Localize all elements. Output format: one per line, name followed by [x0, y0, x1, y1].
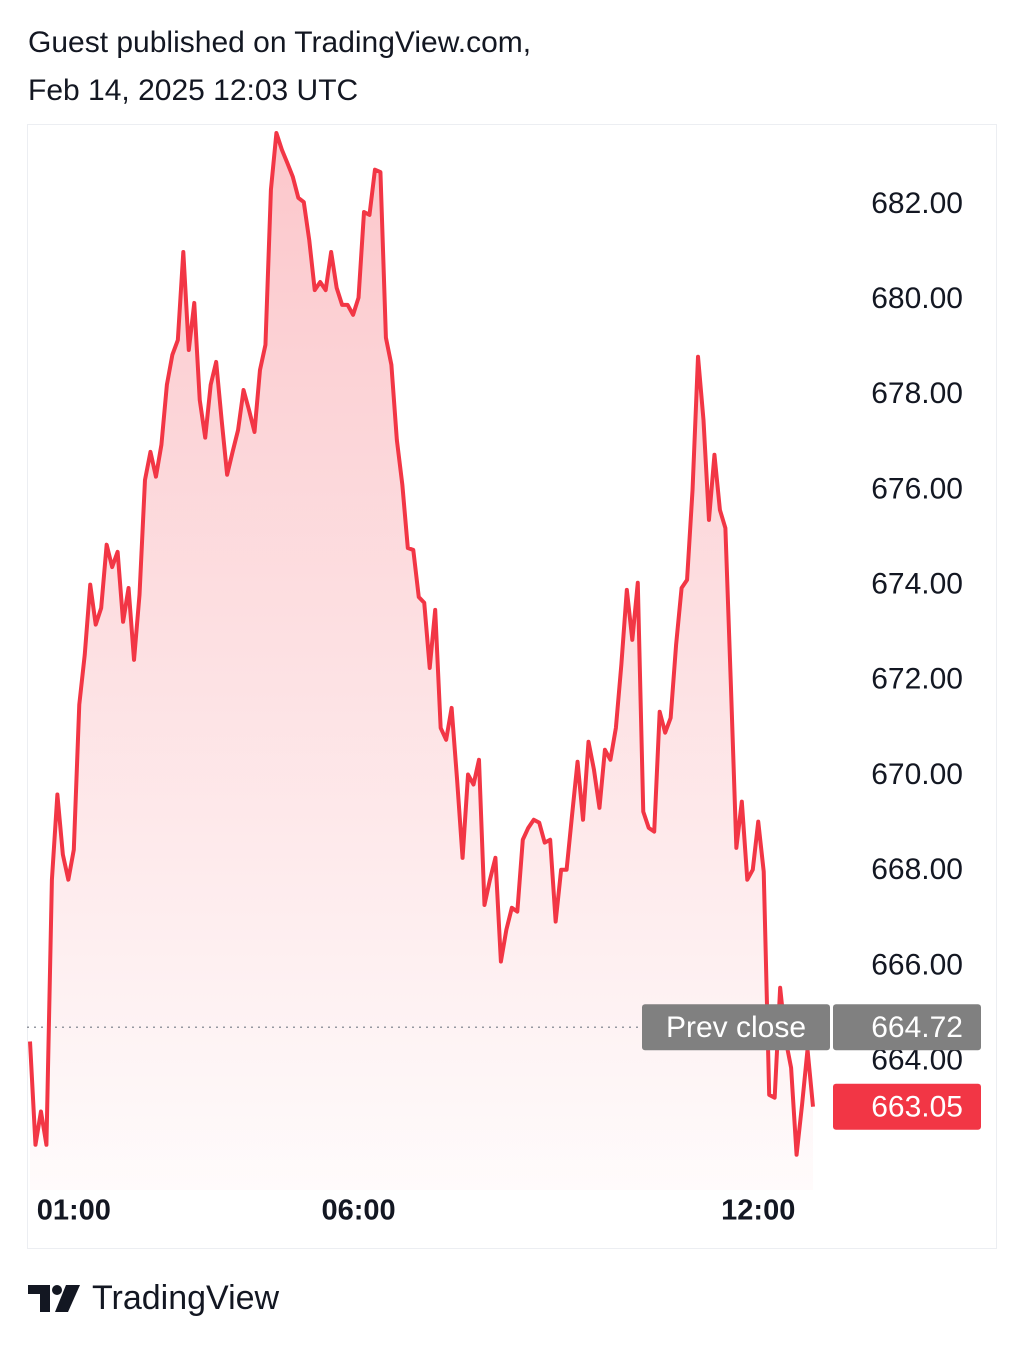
prev-close-label: Prev close — [666, 1011, 806, 1044]
y-tick-label: 678.00 — [871, 377, 963, 410]
last-price-box — [833, 1083, 981, 1130]
prev-close-value: 664.72 — [871, 1011, 963, 1044]
last-price-label: 663.05 — [871, 1091, 963, 1124]
y-tick-label: 668.00 — [871, 853, 963, 886]
prev-close-value-box — [833, 1004, 981, 1051]
y-tick-label: 682.00 — [871, 187, 963, 220]
y-tick-label: 666.00 — [871, 948, 963, 981]
header-line: Feb 14, 2025 12:03 UTC — [28, 74, 358, 107]
chart-frame — [27, 124, 997, 1249]
area-fill — [30, 133, 813, 1190]
x-tick-label: 01:00 — [37, 1195, 111, 1227]
y-tick-label: 674.00 — [871, 568, 963, 601]
prev-close-box — [642, 1004, 830, 1051]
price-line — [28, 131, 815, 1157]
logo — [28, 1285, 80, 1312]
x-tick-label: 12:00 — [721, 1195, 795, 1227]
y-tick-label: 672.00 — [871, 663, 963, 696]
brand: TradingView — [92, 1279, 280, 1317]
y-tick-label: 670.00 — [871, 758, 963, 791]
header-line: Guest published on TradingView.com, — [28, 26, 531, 59]
y-tick-label: 680.00 — [871, 282, 963, 315]
x-tick-label: 06:00 — [321, 1195, 395, 1227]
y-tick-label: 676.00 — [871, 472, 963, 505]
